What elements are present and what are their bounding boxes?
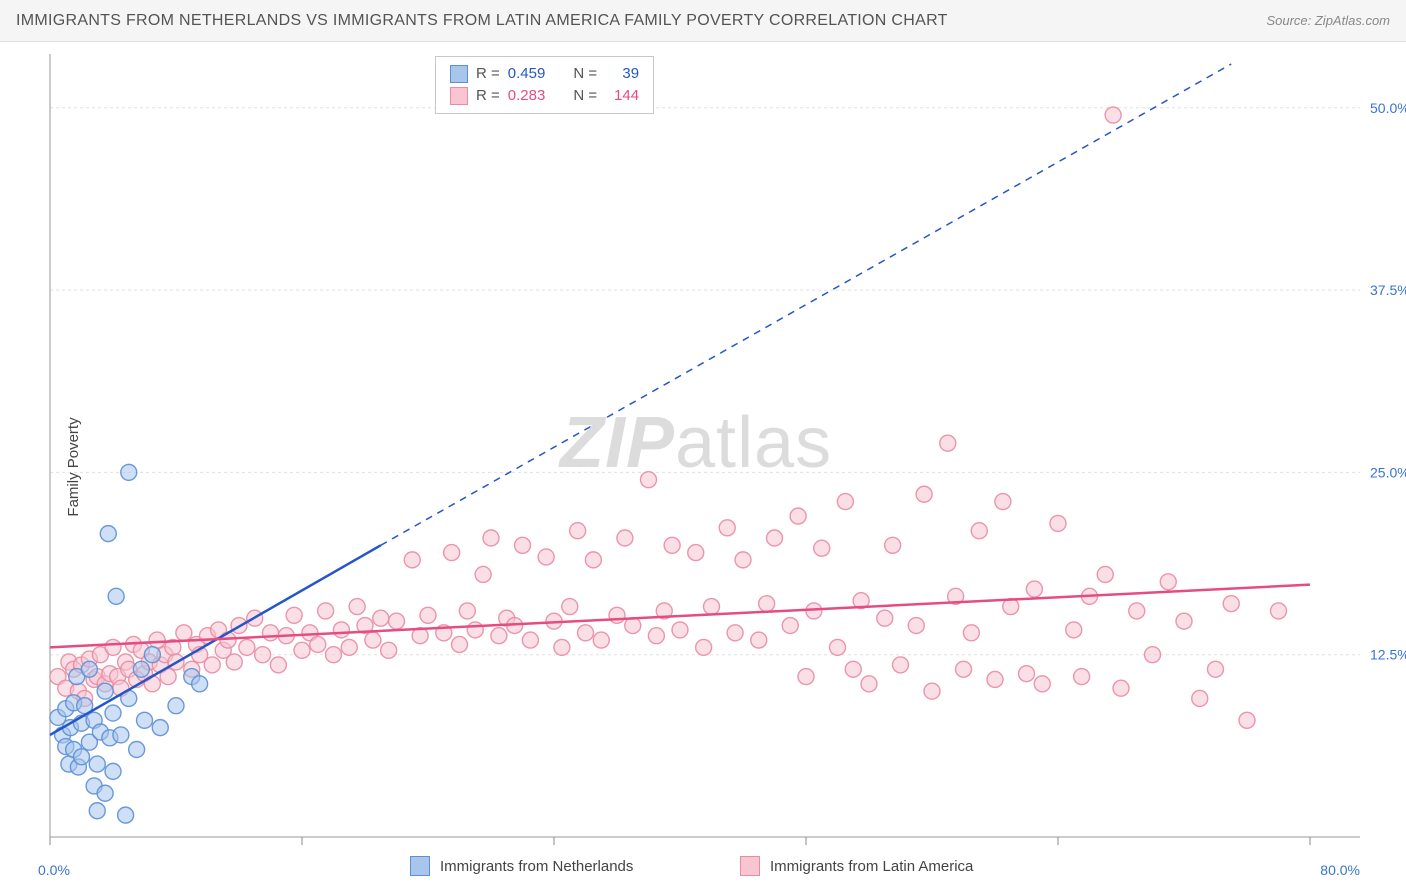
legend-swatch-blue xyxy=(410,856,430,876)
legend-swatch-pink xyxy=(740,856,760,876)
stats-row-netherlands: R = 0.459 N = 39 xyxy=(450,63,639,85)
svg-text:25.0%: 25.0% xyxy=(1370,464,1406,480)
chart-title: IMMIGRANTS FROM NETHERLANDS VS IMMIGRANT… xyxy=(16,12,948,30)
svg-text:37.5%: 37.5% xyxy=(1370,282,1406,298)
legend-latinamerica: Immigrants from Latin America xyxy=(740,856,973,876)
correlation-stats-box: R = 0.459 N = 39 R = 0.283 N = 144 xyxy=(435,56,654,114)
svg-text:50.0%: 50.0% xyxy=(1370,100,1406,116)
swatch-blue xyxy=(450,65,468,83)
x-axis-max-label: 80.0% xyxy=(1320,862,1360,878)
chart-area: 12.5%25.0%37.5%50.0% ZIPatlas Family Pov… xyxy=(0,42,1406,892)
svg-text:12.5%: 12.5% xyxy=(1370,647,1406,663)
y-axis-label: Family Poverty xyxy=(65,417,82,516)
legend-label-pink: Immigrants from Latin America xyxy=(770,858,973,875)
stats-row-latinamerica: R = 0.283 N = 144 xyxy=(450,85,639,107)
legend-netherlands: Immigrants from Netherlands xyxy=(410,856,633,876)
swatch-pink xyxy=(450,87,468,105)
scatter-chart-svg: 12.5% 25.0% 37.5% 50.0% xyxy=(0,42,1406,892)
x-axis-min-label: 0.0% xyxy=(38,862,70,878)
source-attribution: Source: ZipAtlas.com xyxy=(1266,13,1390,28)
header-bar: IMMIGRANTS FROM NETHERLANDS VS IMMIGRANT… xyxy=(0,0,1406,42)
legend-label-blue: Immigrants from Netherlands xyxy=(440,858,633,875)
